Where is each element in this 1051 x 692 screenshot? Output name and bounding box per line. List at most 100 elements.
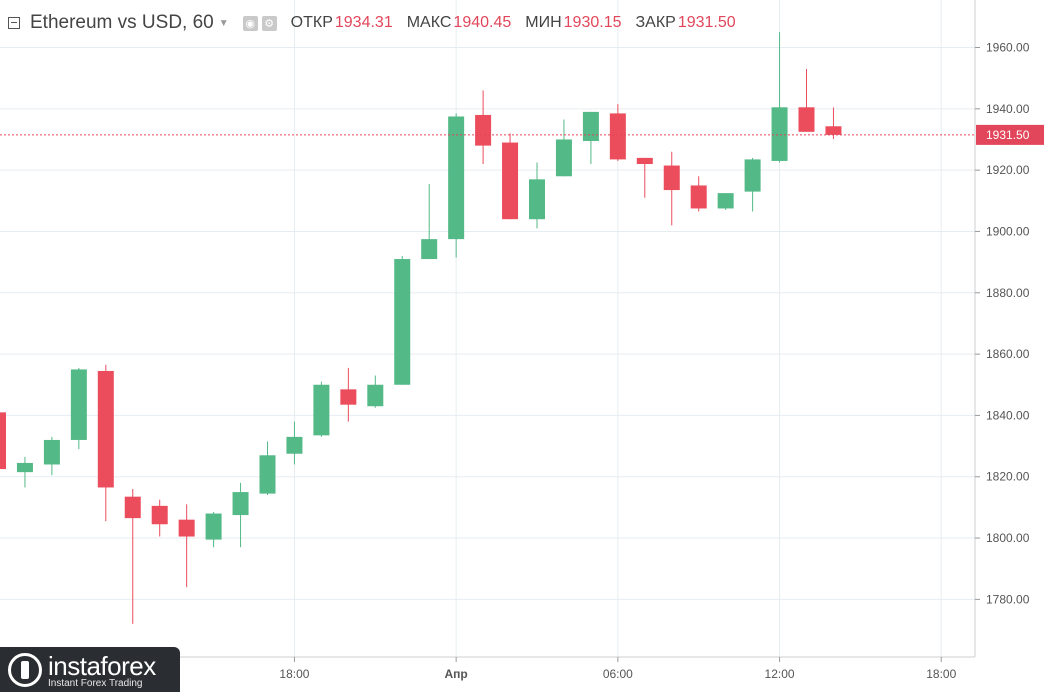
candle[interactable] [97,364,114,522]
candle-body-up [205,513,222,540]
candle[interactable] [259,441,276,496]
open-value: 1934.31 [334,14,393,31]
logo-name: instaforex [48,651,156,681]
candle[interactable] [286,421,303,465]
candle[interactable] [663,151,680,226]
candle[interactable] [313,381,330,437]
candle-body-up [313,384,330,436]
candle[interactable] [16,456,33,488]
candle[interactable] [448,113,465,258]
last-price-label: 1931.50 [986,128,1030,142]
x-tick-label: 06:00 [603,667,633,681]
chevron-down-icon[interactable]: ▼ [218,17,229,29]
candle-body-up [16,462,33,473]
close-value: 1931.50 [677,14,736,31]
candle[interactable] [367,375,384,408]
candle[interactable] [0,412,6,470]
x-tick-label: 12:00 [765,667,795,681]
last-price-tag [976,124,1044,145]
candle-body-up [259,455,276,494]
candle-body-up [421,239,438,260]
candle[interactable] [394,255,411,385]
y-tick-label: 1780.00 [986,592,1030,606]
price-axis-bg [975,0,1051,692]
candle-body-down [609,113,626,160]
candle[interactable] [502,133,519,220]
candle-body-up [394,259,411,385]
candle-body-up [771,107,788,161]
low-label: МИН [525,14,562,31]
candle-body-up [367,384,384,407]
candle[interactable] [744,157,761,212]
candle-body-up [448,116,465,240]
candle[interactable] [124,489,141,624]
symbol-title[interactable]: Ethereum vs USD, 60 [30,12,214,33]
candle[interactable] [232,482,249,548]
collapse-legend-button[interactable] [8,17,20,29]
y-tick-label: 1900.00 [986,224,1030,238]
y-tick-label: 1960.00 [986,41,1030,55]
candle[interactable] [151,499,168,537]
candle[interactable] [178,504,195,588]
candle[interactable] [609,104,626,161]
y-tick-label: 1860.00 [986,347,1030,361]
candle-body-down [340,389,357,405]
y-tick-label: 1940.00 [986,102,1030,116]
high-label: МАКС [406,14,452,31]
x-tick-label: 18:00 [926,667,956,681]
y-tick-label: 1920.00 [986,163,1030,177]
candle-body-down [636,157,653,165]
price-axis: 1780.00 1800.00 1820.00 1840.00 1860.00 1880.… [975,41,1030,606]
instaforex-logo[interactable]: instaforex Instant Forex Trading [0,647,180,692]
candle-body-up [717,193,734,209]
candle-body-up [286,436,303,454]
high-value: 1940.45 [453,14,512,31]
visibility-icon[interactable]: ◉ [242,15,258,31]
candle[interactable] [43,436,60,476]
candle[interactable] [771,32,788,163]
candle[interactable] [70,367,87,450]
y-tick-label: 1820.00 [986,470,1030,484]
candle-body-down [97,370,114,488]
candle[interactable] [529,162,545,229]
candle-body-down [825,126,842,135]
candle[interactable] [690,176,707,212]
x-tick-label: 18:00 [279,667,309,681]
candle[interactable] [825,107,842,140]
candle[interactable] [475,90,492,165]
candle[interactable] [340,367,357,422]
candle-body-down [151,505,168,525]
gear-icon[interactable]: ⚙ [261,15,277,31]
open-label: ОТКР [290,14,333,31]
candle-body-down [502,142,519,220]
candle-body-down [124,496,141,519]
candle-body-up [43,439,60,465]
candle-body-down [798,107,815,132]
candle-body-up [529,179,545,220]
candle-body-down [690,185,707,209]
candle[interactable] [421,183,438,260]
candles-layer [0,32,842,624]
candle[interactable] [205,511,222,548]
candle[interactable] [555,119,572,177]
logo-tagline: Instant Forex Trading [48,678,143,689]
low-value: 1930.15 [563,14,622,31]
candle-body-up [70,369,87,440]
grid-lines [0,0,975,657]
y-tick-label: 1840.00 [986,408,1030,422]
candle-body-up [744,159,761,192]
time-axis: 18:00 Апр 06:00 12:00 18:00 [279,657,957,681]
candle-body-up [555,139,572,177]
candle-body-down [0,412,6,470]
instaforex-logo-icon [8,653,42,687]
candle[interactable] [798,68,815,132]
candle-body-down [475,114,492,146]
candle[interactable] [582,111,599,165]
candle[interactable] [636,157,653,198]
candle-body-up [582,111,599,142]
candle-body-down [663,165,680,191]
chart-legend-header: Ethereum vs USD, 60 ▼ ◉ ⚙ ОТКР 1934.31 М… [0,8,736,38]
candle[interactable] [717,193,734,210]
candle-body-up [232,492,249,516]
